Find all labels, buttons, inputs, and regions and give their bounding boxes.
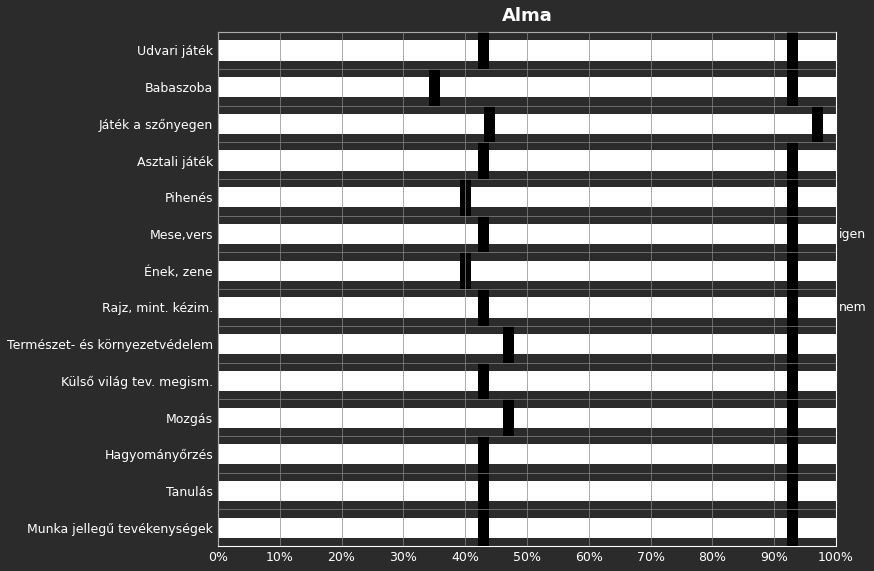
Bar <box>787 179 798 216</box>
Bar <box>218 41 836 61</box>
Bar <box>787 216 798 252</box>
Bar <box>218 187 836 207</box>
Bar <box>478 216 489 252</box>
Bar <box>503 326 514 363</box>
Bar <box>218 408 836 428</box>
Bar <box>787 289 798 326</box>
Bar <box>812 106 823 142</box>
Bar <box>478 142 489 179</box>
Bar <box>428 69 440 106</box>
Bar <box>218 297 836 317</box>
Bar <box>787 363 798 399</box>
Bar <box>787 436 798 473</box>
Bar <box>218 224 836 244</box>
Title: Alma: Alma <box>502 7 552 25</box>
Bar <box>478 289 489 326</box>
Bar <box>218 518 836 538</box>
Bar <box>218 261 836 281</box>
Bar <box>787 252 798 289</box>
Bar <box>478 436 489 473</box>
Bar <box>218 371 836 391</box>
Bar <box>478 509 489 546</box>
Bar <box>787 142 798 179</box>
Bar <box>787 509 798 546</box>
Text: nem: nem <box>839 301 867 314</box>
Bar <box>787 326 798 363</box>
Bar <box>218 444 836 464</box>
Bar <box>478 363 489 399</box>
Bar <box>218 77 836 97</box>
Bar <box>460 179 471 216</box>
Bar <box>460 252 471 289</box>
Text: igen: igen <box>839 227 866 240</box>
Bar <box>218 114 836 134</box>
Bar <box>787 399 798 436</box>
Bar <box>787 473 798 509</box>
Bar <box>787 32 798 69</box>
Bar <box>787 69 798 106</box>
Bar <box>218 151 836 171</box>
Bar <box>218 481 836 501</box>
Bar <box>218 334 836 355</box>
Bar <box>484 106 496 142</box>
Bar <box>503 399 514 436</box>
Bar <box>478 473 489 509</box>
Bar <box>478 32 489 69</box>
